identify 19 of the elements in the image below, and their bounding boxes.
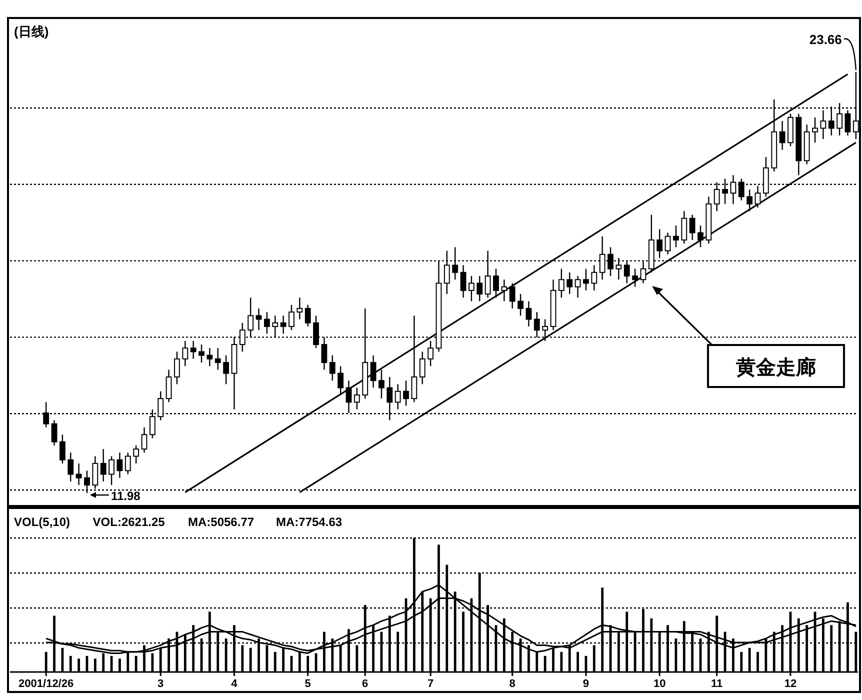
x-tick-label: 8 [509,678,516,690]
x-tick-label: 4 [231,678,238,690]
annotation: 11.98 [110,489,141,503]
text: VOL:2621.25 [92,515,166,529]
text: 23.66 [809,32,842,47]
chart-title: VOL(5,10) [14,515,70,529]
x-tick-label: 10 [653,678,666,690]
x-tick-label: 2001/12/26 [18,678,74,690]
chart-title: (日线) [14,24,49,39]
x-tick-label: 6 [362,678,368,690]
x-tick-label: 3 [158,678,164,690]
x-tick-label: 7 [427,678,434,690]
x-tick-label: 11 [711,678,723,690]
x-tick-label: 5 [304,678,311,690]
x-tick-label: 9 [582,678,590,690]
x-tick-label: 12 [784,678,797,690]
annotation: 黄金走廊 [735,356,816,379]
text: MA:7754.63 [276,515,342,529]
text: MA:5056.77 [188,515,254,529]
